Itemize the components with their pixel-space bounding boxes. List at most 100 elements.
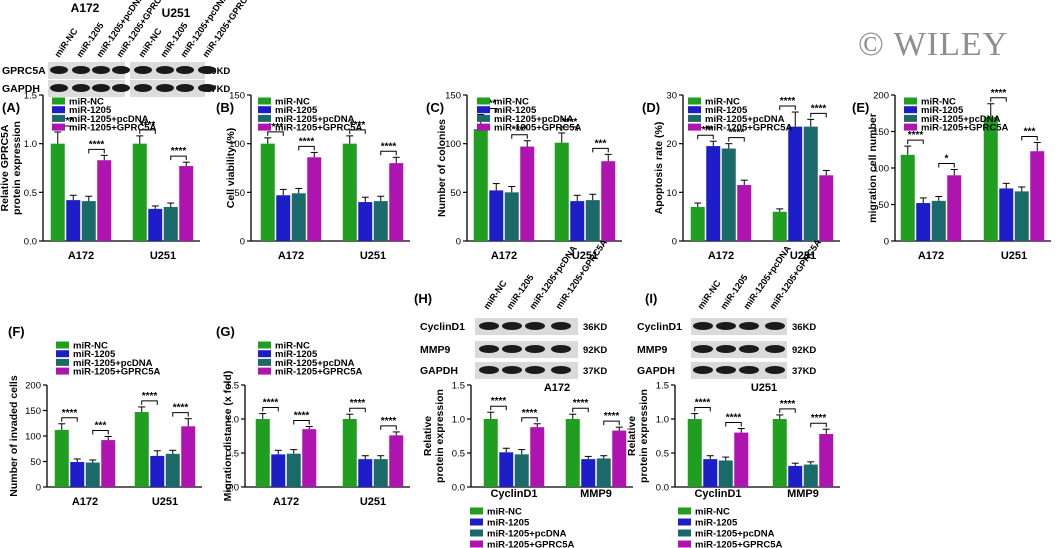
bar bbox=[931, 200, 946, 241]
y-tick-label: 200 bbox=[25, 381, 41, 392]
bar bbox=[581, 459, 596, 487]
significance-label: **** bbox=[729, 128, 745, 139]
significance-label: **** bbox=[381, 416, 397, 427]
bar bbox=[596, 458, 611, 487]
significance-bracket bbox=[697, 134, 714, 140]
blot-band bbox=[112, 66, 130, 74]
bar bbox=[307, 157, 322, 241]
y-tick-label: 0 bbox=[36, 483, 41, 494]
blot-size-label: 92KD bbox=[792, 345, 816, 356]
blot-band bbox=[479, 322, 499, 330]
significance-label: **** bbox=[350, 120, 366, 131]
panel-label: (G) bbox=[216, 324, 235, 339]
blot-band bbox=[156, 66, 174, 74]
blot-size-label: 40KD bbox=[206, 66, 230, 77]
y-axis-label: Relativeprotein expression bbox=[626, 389, 650, 483]
blot-size-label: 37KD bbox=[583, 366, 607, 377]
significance-bracket bbox=[1021, 135, 1038, 141]
western-blot-top: A172 U251miR-NCmiR-1205miR-1205+pcDNAmiR-… bbox=[2, 0, 256, 97]
legend-swatch bbox=[678, 529, 691, 537]
blot-cell-line-label: A172 bbox=[544, 382, 570, 394]
legend-swatch bbox=[678, 518, 691, 526]
legend-label: miR-1205 bbox=[705, 105, 748, 116]
blot-band bbox=[479, 345, 499, 353]
y-tick-label: 0.5 bbox=[24, 188, 37, 199]
blot-band bbox=[716, 345, 736, 353]
bar bbox=[734, 432, 749, 487]
y-tick-label: 1.5 bbox=[452, 381, 465, 392]
blot-protein-label: GAPDH bbox=[420, 365, 458, 377]
y-axis-label-line: Relative bbox=[626, 416, 638, 456]
y-axis-label: Relative GPRC5Aprotein expression bbox=[0, 121, 23, 215]
significance-label: **** bbox=[350, 398, 366, 409]
y-axis-label-line: protein expression bbox=[638, 389, 650, 483]
blot-band bbox=[92, 84, 110, 92]
significance-label: **** bbox=[263, 398, 279, 409]
y-tick-label: 1.0 bbox=[226, 415, 239, 426]
bar bbox=[819, 433, 834, 487]
legend-label: miR-NC bbox=[705, 97, 740, 108]
bar bbox=[947, 175, 962, 241]
legend-swatch bbox=[688, 123, 701, 131]
y-tick-label: 100 bbox=[445, 139, 461, 150]
significance-label: **** bbox=[294, 410, 310, 421]
panel-label: (A) bbox=[2, 100, 20, 115]
blot-size-label: 37KD bbox=[206, 84, 230, 95]
blot-membrane bbox=[691, 318, 787, 335]
bar bbox=[165, 453, 180, 487]
bar bbox=[181, 426, 196, 487]
panel-label: (I) bbox=[645, 291, 657, 306]
blot-band bbox=[176, 84, 194, 92]
chart-panel-i: (I) 0.0 0.5 1.0 1.5 Relativeprotein expressio… bbox=[626, 291, 840, 548]
y-axis-label: Number of colonies bbox=[436, 119, 448, 217]
bar bbox=[520, 146, 535, 241]
legend-swatch bbox=[52, 97, 65, 105]
significance-bracket bbox=[490, 405, 507, 411]
blot-band bbox=[134, 84, 152, 92]
significance-label: **** bbox=[62, 408, 78, 419]
significance-bracket bbox=[61, 417, 78, 422]
chart-panel-b: (B) 0 50 100 150 Cell viability (%) A172 U251 **… bbox=[216, 91, 410, 262]
bar bbox=[721, 148, 736, 241]
significance-label: *** bbox=[95, 421, 107, 432]
bar bbox=[788, 126, 803, 241]
significance-bracket bbox=[938, 162, 955, 168]
blot-band bbox=[176, 66, 194, 74]
bar bbox=[565, 419, 580, 487]
legend-swatch bbox=[258, 367, 271, 375]
x-category-label: A172 bbox=[273, 496, 299, 508]
bar bbox=[999, 188, 1014, 241]
significance-bracket bbox=[907, 139, 924, 145]
bar bbox=[132, 143, 147, 241]
y-tick-label: 150 bbox=[229, 91, 245, 102]
legend-label: miR-1205 bbox=[494, 105, 537, 116]
significance-bracket bbox=[262, 407, 279, 412]
bar bbox=[900, 154, 915, 241]
legend-swatch bbox=[678, 507, 691, 515]
blot-cell-line-label: U251 bbox=[751, 382, 777, 394]
y-tick-label: 10 bbox=[666, 188, 677, 199]
blot-band bbox=[765, 366, 785, 374]
legend-swatch bbox=[56, 358, 69, 366]
wiley-watermark: © WILEY bbox=[858, 26, 1009, 63]
significance-bracket bbox=[561, 126, 578, 131]
bar bbox=[389, 163, 404, 241]
y-axis-label-line: Number of colonies bbox=[436, 119, 448, 217]
legend-swatch bbox=[470, 518, 483, 526]
legend-swatch bbox=[678, 540, 691, 548]
x-category-label: A172 bbox=[68, 250, 94, 262]
bar bbox=[1030, 151, 1045, 241]
blot-lane-label: miR-1205+GPRC5A bbox=[553, 237, 609, 311]
panel-label: (E) bbox=[852, 100, 869, 115]
y-tick-label: 1.5 bbox=[656, 381, 669, 392]
significance-bracket bbox=[92, 430, 109, 435]
chart-panel-d: (D) 0 10 20 30 Apoptosis rate (%) A172 U251 ****… bbox=[642, 91, 840, 262]
significance-label: **** bbox=[140, 120, 156, 131]
y-tick-label: 0.0 bbox=[656, 483, 669, 494]
bar bbox=[260, 143, 275, 241]
legend-label: miR-1205+pcDNA bbox=[705, 114, 785, 125]
significance-label: * bbox=[945, 153, 949, 164]
significance-label: *** bbox=[1024, 126, 1036, 137]
legend-swatch bbox=[56, 367, 69, 375]
